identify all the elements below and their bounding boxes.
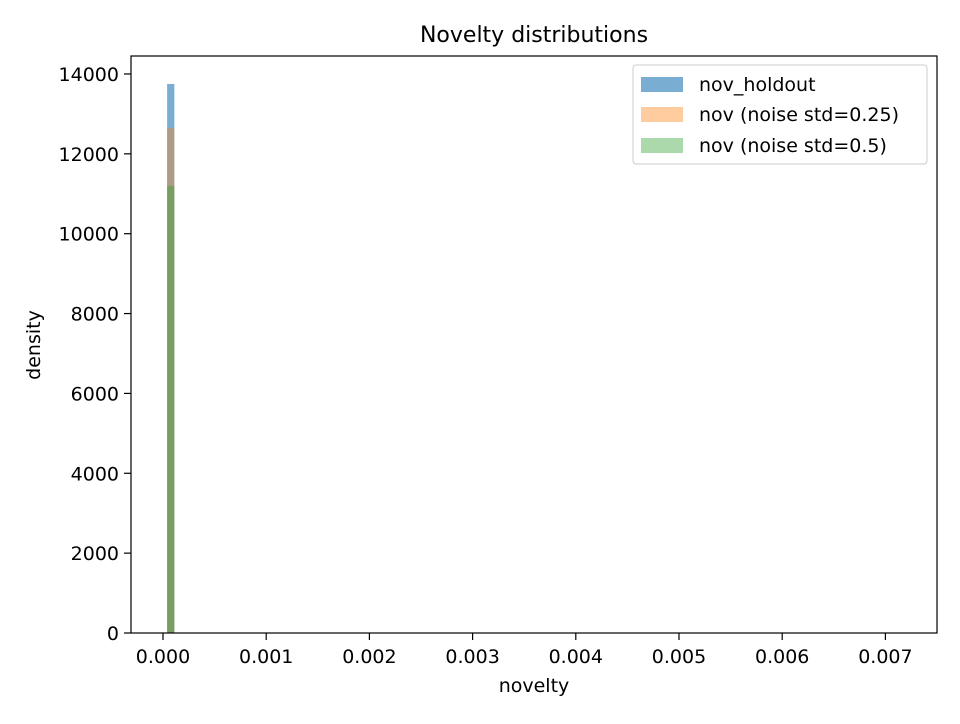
x-tick-label: 0.004 — [549, 646, 603, 668]
legend-swatch-nov-noise-05 — [641, 138, 683, 153]
legend-label-nov-noise-05: nov (noise std=0.5) — [699, 135, 887, 157]
legend-label-nov-holdout: nov_holdout — [699, 74, 816, 96]
histogram-bars — [167, 83, 175, 634]
y-tick-label: 4000 — [71, 463, 119, 485]
y-tick-label: 10000 — [59, 224, 119, 246]
y-tick-label: 2000 — [71, 543, 119, 565]
legend-label-nov-noise-025: nov (noise std=0.25) — [699, 104, 899, 126]
legend-frame — [632, 64, 928, 165]
x-tick-label: 0.002 — [342, 646, 396, 668]
x-axis-label: novelty — [499, 675, 570, 697]
x-tick-label: 0.006 — [755, 646, 809, 668]
x-tick-label: 0.003 — [445, 646, 499, 668]
histogram-bar-series-0-bin-0 — [167, 83, 175, 634]
x-tick-label: 0.000 — [136, 646, 190, 668]
histogram-bar-series-2-bin-0 — [167, 185, 175, 633]
legend-swatch-nov-holdout — [641, 77, 683, 92]
plot-frame — [130, 55, 938, 634]
y-tick-label: 14000 — [59, 64, 119, 86]
y-axis-label: density — [23, 310, 45, 380]
y-tick-label: 8000 — [71, 304, 119, 326]
y-tick-label: 0 — [107, 623, 119, 645]
y-axis-ticks: 0 2000 4000 6000 8000 10000 12000 14000 — [59, 64, 131, 645]
x-tick-label: 0.005 — [652, 646, 706, 668]
chart-title: Novelty distributions — [420, 23, 648, 48]
x-tick-label: 0.007 — [858, 646, 912, 668]
y-tick-label: 12000 — [59, 144, 119, 166]
x-axis-ticks: 0.000 0.001 0.002 0.003 0.004 0.005 0.006 0.007 — [136, 633, 913, 668]
legend: nov_holdout nov (noise std=0.25) nov (no… — [632, 64, 928, 165]
x-tick-label: 0.001 — [239, 646, 293, 668]
histogram-bar-series-1-bin-0 — [167, 127, 175, 634]
y-tick-label: 6000 — [71, 383, 119, 405]
legend-swatch-nov-noise-025 — [641, 107, 683, 122]
